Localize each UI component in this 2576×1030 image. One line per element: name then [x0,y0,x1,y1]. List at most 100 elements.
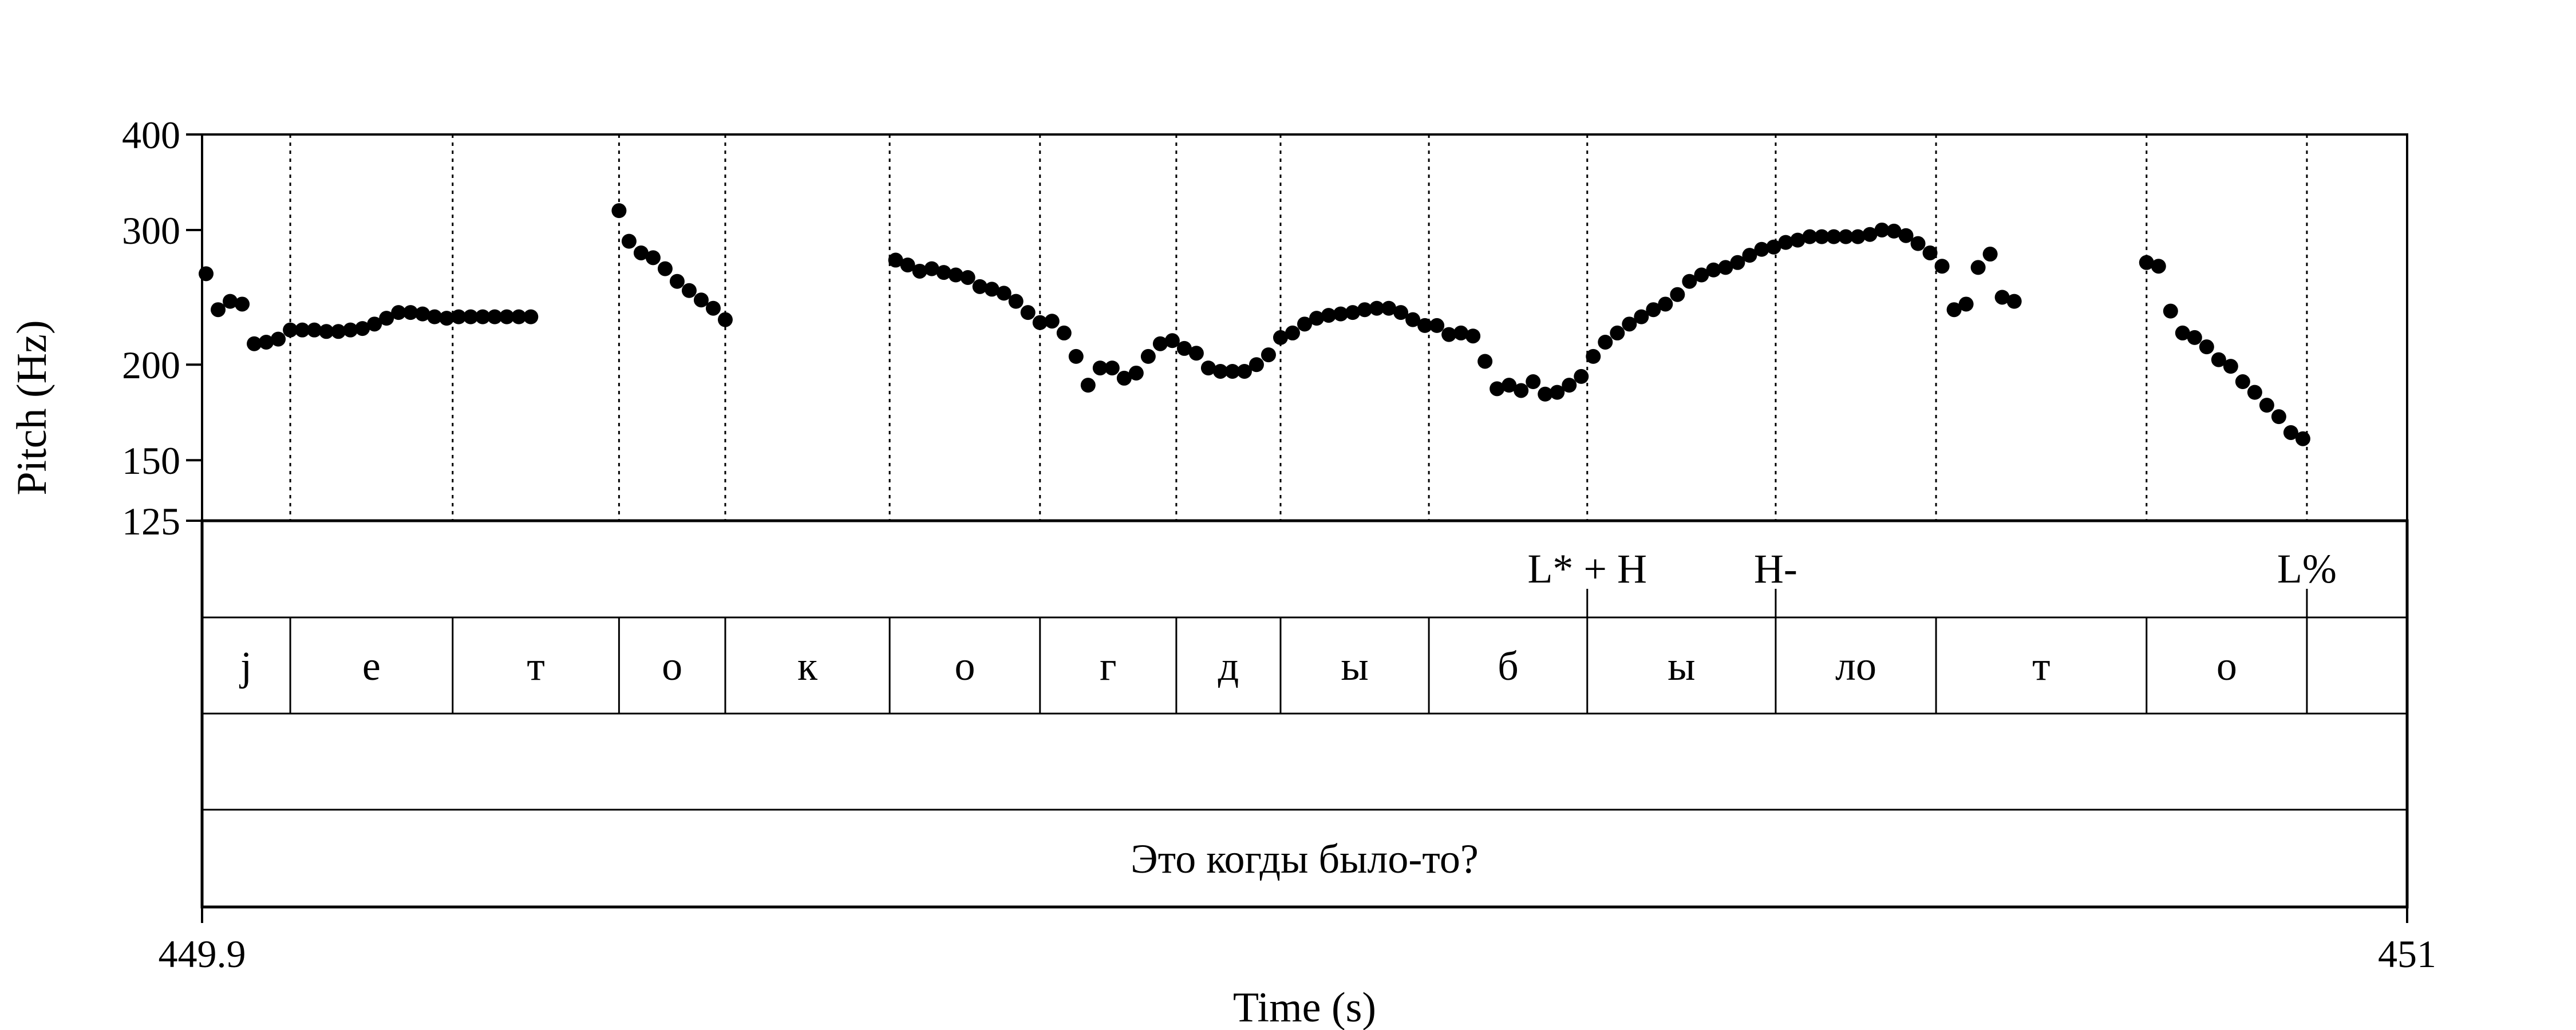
pitch-point [2163,303,2178,319]
pitch-point [621,233,637,249]
pitch-point [1634,309,1649,324]
pitch-point [355,321,370,336]
y-tick-label: 400 [122,113,180,157]
pitch-point [523,309,539,324]
pitch-point [2223,359,2238,374]
y-tick-label: 300 [122,209,180,252]
pitch-point [2211,352,2226,367]
pitch-point [924,261,939,276]
pitch-point [1562,378,1577,393]
segment-label: j [239,643,252,689]
pitch-point [2151,259,2166,274]
pitch-point [307,322,322,338]
pitch-point [247,336,262,351]
pitch-point [1526,374,1541,390]
y-tick-label: 200 [122,343,180,387]
tone-tier: L* + H H- L% [1527,546,2337,617]
pitch-point [1898,228,1914,243]
pitch-point [499,309,515,324]
pitch-point [1658,296,1673,312]
pitch-point [367,316,382,332]
pitch-point [1008,294,1024,309]
pitch-point [1477,354,1493,369]
pitch-point [1706,262,1721,278]
chart-frames [200,133,2409,909]
pitch-point [717,312,733,327]
pitch-point [1922,245,1938,260]
pitch-point [1682,274,1697,289]
segment-label: б [1498,643,1519,689]
pitch-point [1550,385,1565,400]
pitch-point [1116,370,1132,386]
pitch-point [1128,365,1144,381]
pitch-point [693,292,709,308]
pitch-point [1826,229,1842,244]
pitch-point [1188,346,1204,361]
pitch-point [645,250,661,266]
y-tick-label: 125 [122,500,180,543]
pitch-point [271,331,286,347]
pitch-points [199,203,2310,446]
pitch-point [705,300,721,316]
x-tick-label: 451 [2378,932,2436,976]
pitch-point [1224,363,1240,379]
pitch-point [1393,305,1409,320]
tone-label: L% [2277,546,2337,592]
pitch-point [2199,339,2214,355]
pitch-point [1850,229,1866,244]
pitch-point [633,245,649,260]
pitch-point [1092,360,1108,376]
pitch-point [2259,398,2274,413]
pitch-point [379,311,394,326]
pitch-point [1946,302,1962,318]
pitch-point [2271,409,2286,425]
pitch-point [1261,347,1276,363]
pitch-point [1994,290,2010,305]
pitch-point [283,322,298,338]
pitch-point [657,261,673,276]
pitch-point [1152,336,1168,351]
pitch-point [1273,330,1288,345]
pitch-point [1212,363,1228,379]
pitch-point [199,266,214,282]
pitch-point [1778,235,1793,250]
segment-label: о [2217,643,2237,689]
pitch-point [1285,325,1300,340]
pitch-point [1730,255,1745,270]
pitch-point [1934,259,1950,274]
pitch-point [1405,312,1421,327]
segment-label: ы [1668,643,1695,689]
pitch-point [1140,348,1156,364]
x-tick-label: 449.9 [159,932,246,976]
pitch-point [611,203,627,219]
pitch-point [1910,236,1926,251]
pitch-point [1790,232,1805,248]
pitch-point [1598,334,1613,350]
y-axis-ticks: 400 300 200 150 125 [122,113,202,543]
segment-label: д [1218,643,1239,689]
sentence-label: Это когды было-то? [1131,836,1479,882]
pitch-point [475,309,491,324]
pitch-point [1610,325,1625,340]
pitch-point [2187,330,2202,345]
pitch-point [936,265,951,280]
pitch-point [1333,306,1349,322]
pitch-point [2235,374,2250,390]
segment-label: о [662,643,682,689]
pitch-point [1176,340,1192,356]
pitch-point [1321,308,1337,323]
pitch-point [1236,363,1252,379]
pitch-point [1982,247,1998,262]
pitch-point [1574,369,1589,384]
pitch-point [451,309,467,324]
pitch-point [1297,316,1312,332]
pitch-point [1742,248,1757,263]
pitch-point [1670,287,1685,302]
pitch-point [1309,311,1325,326]
pitch-point [211,302,226,318]
pitch-point [2175,325,2190,340]
pitch-point [1802,229,1818,244]
pitch-point [1754,241,1769,257]
pitch-point [1357,302,1373,318]
